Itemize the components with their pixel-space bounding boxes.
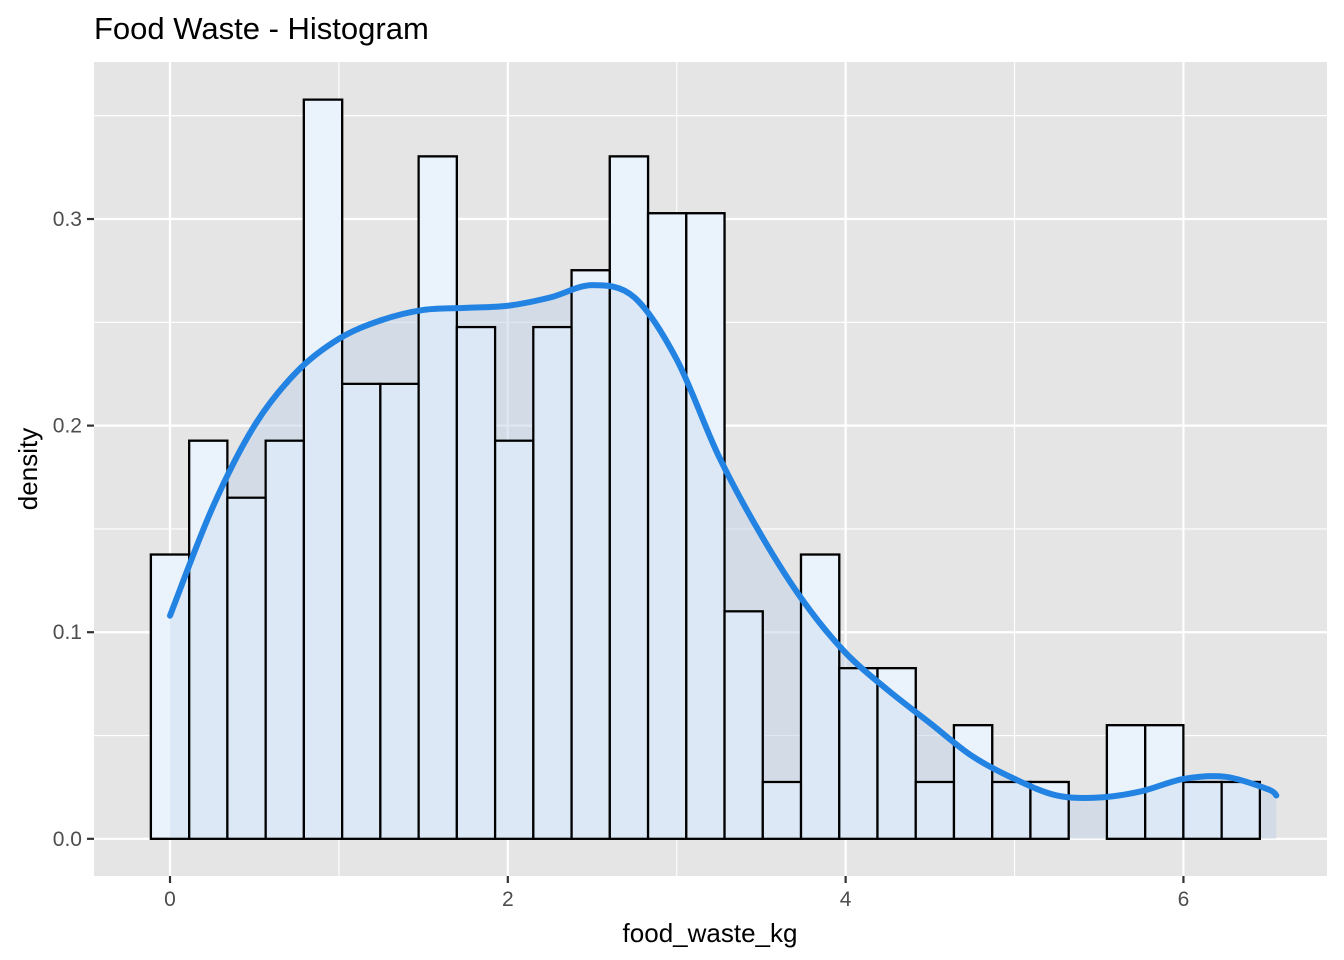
histogram-overlay-bar [685,212,726,840]
histogram-overlay-bars [149,98,1261,840]
histogram-overlay-bar [226,496,267,840]
x-tick-label: 6 [1178,888,1190,911]
y-tick-label: 0.2 [53,415,82,438]
histogram-overlay-bar [188,439,229,840]
histogram-overlay-bar [379,382,420,840]
histogram-overlay-bar [455,325,497,840]
histogram-overlay-bar [838,667,879,840]
histogram-overlay-bar [952,724,994,840]
histogram-overlay-bar [532,325,573,840]
x-axis-title: food_waste_kg [623,918,798,948]
density-curve [167,282,1280,801]
histogram-overlay-bar [646,212,688,840]
y-tick-label: 0.0 [53,828,82,851]
histogram-overlay-bar [302,98,344,840]
histogram-overlay-bar [914,780,956,840]
histogram-overlay-bar [991,780,1032,840]
histogram-overlay-bar [799,553,841,840]
histogram-overlay-bar [723,610,764,840]
histogram-overlay-bar [570,269,611,840]
x-tick-label: 2 [502,888,514,911]
x-tick-label: 4 [840,888,852,911]
histogram-overlay-bar [493,439,535,840]
y-axis-ticks: 0.0 0.1 0.2 0.3 [53,208,94,851]
histogram-overlay-bar [1220,780,1261,840]
histogram-overlay-bar [761,780,803,840]
histogram-overlay-bar [1182,780,1223,840]
y-tick-label: 0.1 [53,621,82,644]
histogram-overlay-bar [1105,724,1147,840]
histogram-overlay-bar [264,439,305,840]
histogram-overlay-bar [341,382,382,840]
chart-title: Food Waste - Histogram [94,11,429,46]
histogram-overlay-bar [608,155,650,840]
x-axis-ticks: 0 2 4 6 [164,876,1189,911]
x-tick-label: 0 [164,888,176,911]
y-axis-title: density [13,428,43,510]
histogram-overlay-bar [149,553,191,840]
y-tick-label: 0.3 [53,208,82,231]
histogram-overlay-bar [417,155,458,840]
